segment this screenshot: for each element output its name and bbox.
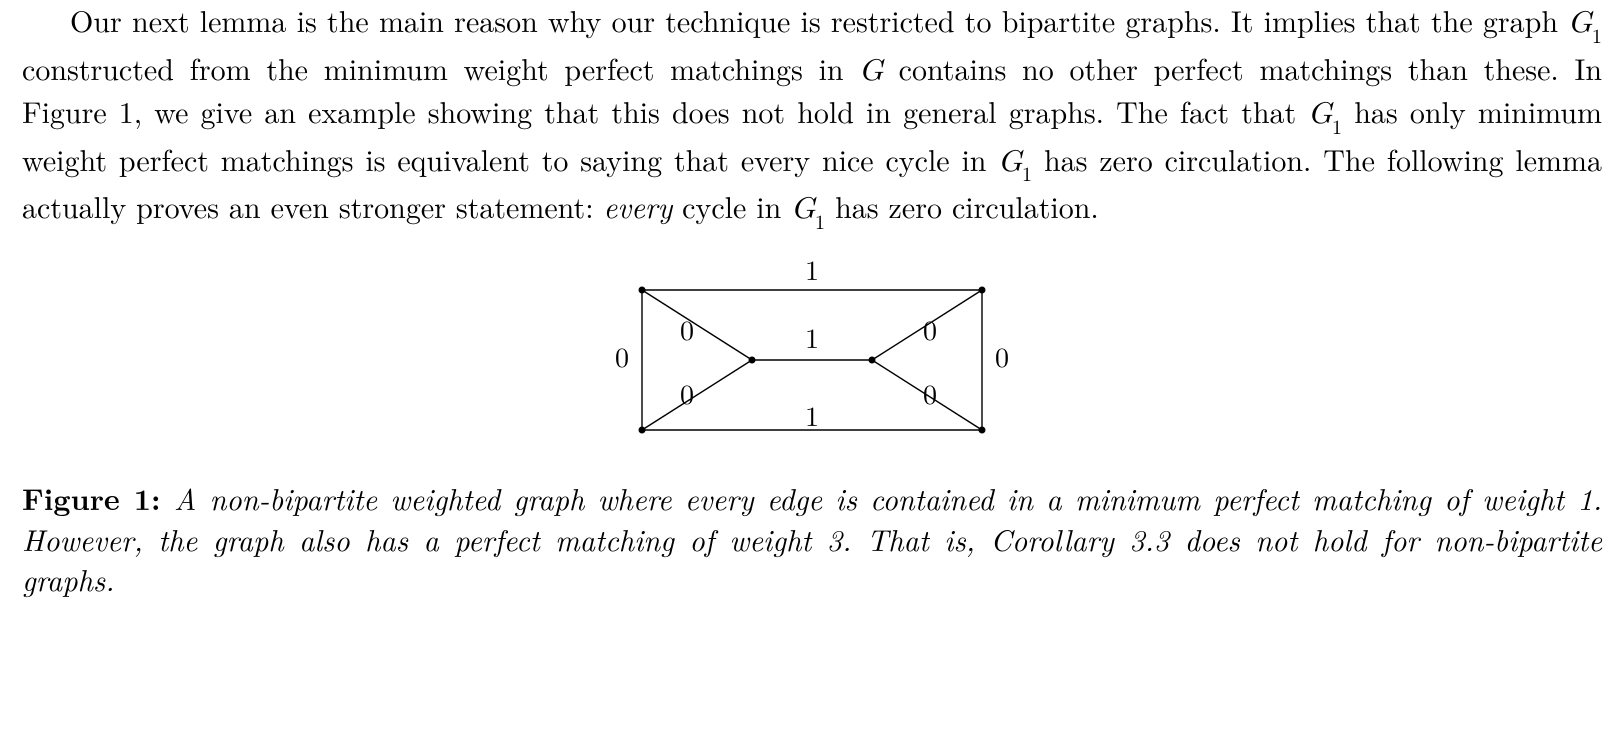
body-paragraph: Our next lemma is the main reason why ou… bbox=[22, 0, 1602, 234]
p-text-0: Our next lemma is the main reason why ou… bbox=[70, 0, 1568, 41]
p-math-G1b: G1 bbox=[1308, 99, 1342, 129]
graph-node bbox=[639, 286, 646, 293]
edge-weight-label: 0 bbox=[923, 373, 937, 413]
page: Our next lemma is the main reason why ou… bbox=[0, 0, 1624, 745]
graph-node bbox=[749, 356, 756, 363]
p-math-G1a: G1 bbox=[1568, 8, 1602, 38]
graph-node bbox=[979, 426, 986, 433]
edge-weight-label: 0 bbox=[923, 309, 937, 349]
figure-graph-svg: 0 0 0 1 0 0 0 1 1 bbox=[552, 260, 1072, 460]
edge-weight-label: 0 bbox=[680, 309, 694, 349]
edge-weight-label: 1 bbox=[805, 317, 819, 357]
p-math-G1d: G1 bbox=[791, 194, 825, 224]
p-text-3: constructed from the minimum weight perf… bbox=[22, 46, 859, 89]
edge-weight-label: 0 bbox=[680, 373, 694, 413]
graph-node bbox=[869, 356, 876, 363]
graph-edge bbox=[642, 290, 752, 360]
edge-weight-label: 0 bbox=[995, 336, 1009, 376]
graph-node bbox=[639, 426, 646, 433]
figure-caption-body: A non-bipartite weighted graph where eve… bbox=[22, 476, 1602, 600]
edge-weight-label: 0 bbox=[615, 336, 629, 376]
figure-caption-lead: Figure 1: bbox=[22, 476, 161, 519]
graph-edge bbox=[642, 360, 752, 430]
p-emph-every: every bbox=[604, 184, 673, 227]
graph-node bbox=[979, 286, 986, 293]
figure-1-caption: Figure 1: A non-bipartite weighted graph… bbox=[22, 478, 1602, 600]
p-text-13: cycle in bbox=[672, 184, 791, 227]
edge-weight-label: 1 bbox=[805, 395, 819, 435]
p-text-16: has zero circulation. bbox=[825, 184, 1099, 227]
p-math-G: G bbox=[859, 56, 883, 86]
edge-weight-label: 1 bbox=[805, 260, 819, 289]
figure-1: 0 0 0 1 0 0 0 1 1 bbox=[22, 260, 1602, 469]
p-math-G1c: G1 bbox=[998, 147, 1032, 177]
